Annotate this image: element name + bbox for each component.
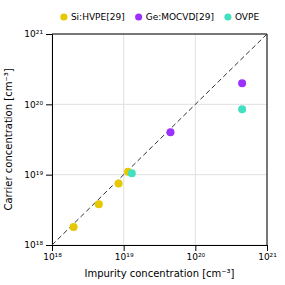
y-axis-tick-label: 10¹⁹ — [24, 170, 43, 180]
chart-container: 10¹⁸ 10¹⁹ 10²⁰ 10²¹ 10¹⁸ 10¹⁹ 10²⁰ 10²¹ Impurity… — [0, 0, 285, 285]
reference-line — [52, 34, 267, 245]
x-axis-tick-label: 10¹⁸ — [43, 252, 62, 262]
x-axis-tick: 10²¹ — [258, 245, 277, 262]
scatter-point — [166, 128, 174, 136]
scatter-point — [95, 200, 103, 208]
x-axis-tick-mark — [124, 245, 125, 251]
marks — [52, 34, 267, 245]
x-axis-tick-mark — [195, 245, 196, 251]
y-grid-line — [52, 104, 267, 105]
y-axis-tick-mark — [46, 104, 52, 105]
plot-frame — [52, 34, 267, 35]
x-axis-tick: 10¹⁸ — [43, 245, 62, 262]
y-axis-tick-mark — [46, 245, 52, 246]
scatter-point — [238, 79, 246, 87]
x-axis-tick-label: 10²¹ — [258, 252, 277, 262]
scatter-point — [128, 169, 136, 177]
x-axis-tick-mark — [267, 245, 268, 251]
y-axis-tick: 10¹⁹ — [24, 170, 52, 180]
y-axis-tick-mark — [46, 175, 52, 176]
chart-svg: 10¹⁸ 10¹⁹ 10²⁰ 10²¹ 10¹⁸ 10¹⁹ 10²⁰ 10²¹ Impurity… — [0, 0, 285, 285]
x-axis-title: Impurity concentration [cm⁻³] — [84, 268, 234, 279]
legend-swatch — [60, 13, 67, 20]
y-axis-title: Carrier concentration [cm⁻³] — [3, 68, 14, 210]
y-axis-tick: 10²¹ — [24, 29, 52, 39]
y-axis: 10¹⁸ 10¹⁹ 10²⁰ 10²¹ — [24, 29, 52, 250]
y-axis-tick-label: 10¹⁸ — [24, 240, 43, 250]
legend-label: Ge:MOCVD[29] — [146, 12, 214, 22]
legend-swatch — [224, 13, 231, 20]
x-grid-line — [123, 34, 124, 245]
x-axis-tick-label: 10²⁰ — [186, 252, 205, 262]
legend-item: OVPE — [224, 12, 259, 22]
legend-item: Si:HVPE[29] — [60, 12, 124, 22]
y-axis-tick-label: 10²⁰ — [24, 100, 43, 110]
plot-frame — [267, 34, 268, 245]
x-axis-tick: 10¹⁹ — [115, 245, 134, 262]
scatter-point — [238, 105, 246, 113]
y-grid-line — [52, 34, 267, 35]
x-grid-line — [267, 34, 268, 245]
x-axis-tick: 10²⁰ — [186, 245, 205, 262]
legend: Si:HVPE[29] Ge:MOCVD[29] OVPE — [60, 12, 259, 22]
legend-label: OVPE — [235, 12, 260, 22]
y-axis-tick: 10¹⁸ — [24, 240, 52, 250]
scatter-point — [70, 223, 78, 231]
legend-label: Si:HVPE[29] — [71, 12, 125, 22]
scatter-point — [115, 179, 123, 187]
grid — [52, 34, 267, 245]
legend-swatch — [135, 13, 142, 20]
x-axis-tick-label: 10¹⁹ — [115, 252, 134, 262]
x-axis-line — [53, 246, 268, 252]
x-axis: 10¹⁸ 10¹⁹ 10²⁰ 10²¹ — [43, 245, 277, 262]
y-axis-tick-mark — [46, 34, 52, 35]
y-grid-line — [52, 174, 267, 175]
y-axis-tick: 10²⁰ — [24, 100, 52, 110]
y-axis-tick-label: 10²¹ — [24, 29, 43, 39]
x-grid-line — [195, 34, 196, 245]
y-axis-line — [46, 35, 53, 246]
legend-item: Ge:MOCVD[29] — [135, 12, 214, 22]
plot-root: 10¹⁸ 10¹⁹ 10²⁰ 10²¹ 10¹⁸ 10¹⁹ 10²⁰ 10²¹ — [24, 29, 277, 262]
